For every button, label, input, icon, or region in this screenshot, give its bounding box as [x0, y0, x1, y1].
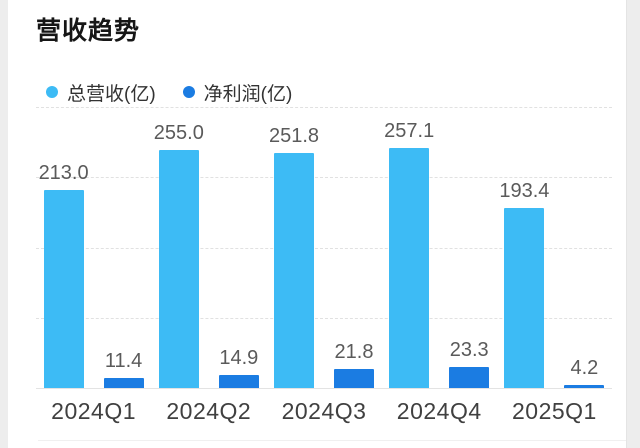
bar-value-label: 23.3 — [449, 339, 489, 362]
x-axis-label: 2024Q3 — [281, 398, 367, 424]
x-axis-line — [36, 388, 612, 389]
revenue-bar[interactable] — [158, 150, 199, 389]
bar-chart: 213.0 11.4 255.0 14.9 251.8 21.8 257.1 23.3 193.… — [36, 107, 612, 425]
revenue-bar[interactable] — [274, 153, 314, 389]
bar-column: 21.8 — [334, 108, 374, 389]
bar-group: 213.0 11.4 — [36, 108, 151, 389]
bar-column: 14.9 — [218, 108, 259, 389]
legend-label-total-revenue: 总营收(亿) — [67, 83, 156, 105]
bar-value-label: 257.1 — [384, 120, 435, 143]
profit-bar[interactable] — [218, 375, 259, 389]
x-axis-row: 2024Q1 2024Q2 2024Q3 2024Q4 2025Q1 — [36, 398, 612, 425]
profit-bar[interactable] — [564, 385, 605, 389]
bar-value-label: 255.0 — [153, 122, 204, 145]
revenue-bar[interactable] — [389, 148, 430, 389]
bar-value-label: 251.8 — [268, 125, 320, 148]
bar-group: 255.0 14.9 — [151, 108, 266, 389]
page-title: 营收趋势 — [36, 17, 141, 45]
bar-group: 257.1 23.3 — [382, 108, 497, 389]
bar-column: 213.0 — [39, 108, 89, 389]
legend-dot-icon — [46, 86, 58, 98]
bar-column: 257.1 — [384, 108, 434, 389]
legend-label-net-profit: 净利润(亿) — [203, 83, 293, 105]
bar-group: 193.4 4.2 — [497, 108, 612, 389]
bar-value-label: 14.9 — [219, 347, 259, 370]
bar-column: 251.8 — [269, 108, 319, 389]
bar-group: 251.8 21.8 — [266, 108, 381, 389]
bar-value-label: 11.4 — [104, 350, 143, 373]
x-axis-label: 2024Q4 — [396, 398, 482, 424]
bar-value-label: 4.2 — [570, 357, 599, 380]
bar-column: 255.0 — [154, 108, 204, 389]
bar-column: 4.2 — [564, 108, 605, 389]
chart-legend: 总营收(亿) 净利润(亿) — [46, 79, 612, 106]
bars-row: 213.0 11.4 255.0 14.9 251.8 21.8 257.1 23.3 193.… — [36, 108, 612, 389]
legend-dot-icon — [182, 86, 195, 98]
bar-value-label: 21.8 — [334, 340, 374, 363]
x-axis-label: 2025Q1 — [511, 398, 597, 424]
revenue-bar[interactable] — [43, 189, 84, 389]
gridline — [36, 107, 612, 108]
profit-bar[interactable] — [334, 368, 374, 389]
bar-value-label: 213.0 — [38, 161, 89, 184]
revenue-bar[interactable] — [504, 207, 545, 389]
x-axis-label: 2024Q1 — [51, 398, 137, 424]
legend-item-net-profit[interactable]: 净利润(亿) — [182, 79, 293, 106]
gridline — [36, 247, 612, 249]
revenue-trend-card: 营收趋势 总营收(亿) 净利润(亿) 213.0 11.4 255.0 14.9 251… — [8, 0, 627, 448]
bar-column: 23.3 — [449, 108, 490, 389]
bar-column: 11.4 — [103, 108, 144, 389]
legend-item-total-revenue[interactable]: 总营收(亿) — [46, 79, 156, 106]
gridline — [36, 177, 612, 179]
profit-bar[interactable] — [449, 367, 490, 389]
bar-column: 193.4 — [499, 108, 549, 389]
gridline — [36, 317, 612, 319]
bar-value-label: 193.4 — [499, 179, 550, 202]
plot-area: 213.0 11.4 255.0 14.9 251.8 21.8 257.1 23.3 193.… — [36, 107, 612, 389]
profit-bar[interactable] — [103, 378, 144, 389]
section-divider — [38, 440, 626, 441]
x-axis-label: 2024Q2 — [166, 398, 252, 424]
